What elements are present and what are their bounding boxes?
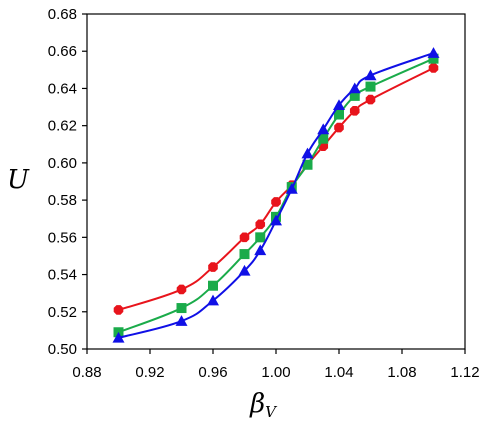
series-layer: [113, 47, 440, 343]
data-point-diamond: [366, 95, 376, 105]
data-point-diamond: [208, 262, 218, 272]
x-tick-label: 1.04: [324, 364, 353, 381]
data-point-triangle: [176, 315, 188, 326]
series-2: [113, 47, 440, 343]
series-line: [119, 68, 434, 310]
y-tick-label: 0.58: [48, 192, 77, 209]
y-tick-label: 0.68: [48, 6, 77, 23]
x-tick-label: 1.12: [450, 364, 479, 381]
series-1: [114, 54, 439, 338]
data-point-square: [208, 281, 218, 291]
y-tick-label: 0.52: [48, 304, 77, 321]
x-axis-title: βV: [249, 389, 278, 421]
y-tick-label: 0.62: [48, 118, 77, 135]
data-point-diamond: [429, 63, 439, 73]
data-point-triangle: [254, 244, 266, 255]
data-point-triangle: [428, 47, 440, 58]
x-tick-label: 0.88: [72, 364, 101, 381]
x-tick-label: 1.08: [387, 364, 416, 381]
data-point-triangle: [365, 69, 377, 80]
data-point-triangle: [302, 148, 314, 159]
x-axis-title-main: β: [249, 389, 265, 419]
y-tick-label: 0.54: [48, 267, 77, 284]
tick-labels: 0.88 0.92 0.96 1.00 1.04 1.08 1.12 0.50 0.52 0.54…: [48, 6, 480, 381]
data-point-square: [366, 82, 376, 92]
y-tick-label: 0.50: [48, 341, 77, 358]
data-point-diamond: [114, 305, 124, 315]
data-point-diamond: [271, 197, 281, 207]
y-tick-label: 0.64: [48, 80, 77, 97]
series-0: [114, 63, 439, 315]
series-line: [119, 59, 434, 333]
data-point-triangle: [317, 123, 329, 134]
plot-frame: [87, 14, 465, 349]
x-axis-title-subscript: V: [265, 403, 278, 421]
data-point-diamond: [350, 106, 360, 116]
y-axis-title: U: [7, 165, 30, 195]
data-point-square: [177, 303, 187, 313]
x-tick-label: 0.92: [135, 364, 164, 381]
data-point-diamond: [177, 285, 187, 295]
x-tick-label: 0.96: [198, 364, 227, 381]
data-point-diamond: [255, 220, 265, 230]
x-tick-label: 1.00: [261, 364, 290, 381]
data-point-square: [240, 249, 250, 259]
y-tick-label: 0.66: [48, 43, 77, 60]
data-point-square: [255, 232, 265, 242]
y-tick-label: 0.56: [48, 229, 77, 246]
data-point-diamond: [334, 123, 344, 133]
data-point-diamond: [240, 233, 250, 243]
y-tick-label: 0.60: [48, 155, 77, 172]
